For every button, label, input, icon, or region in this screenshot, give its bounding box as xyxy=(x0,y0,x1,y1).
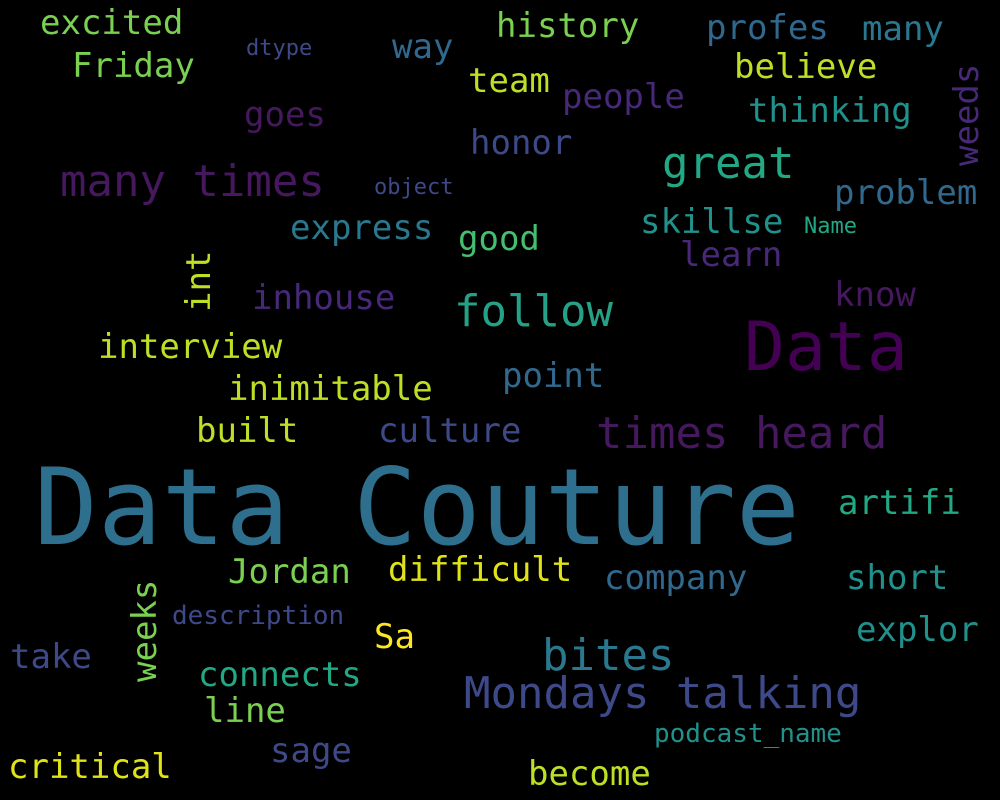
word-good: good xyxy=(458,219,540,259)
word-object: object xyxy=(374,175,454,200)
word-sage: sage xyxy=(270,731,352,771)
word-point: point xyxy=(502,356,605,396)
word-express: express xyxy=(290,208,434,248)
word-excited: excited xyxy=(40,3,184,43)
word-goes: goes xyxy=(244,95,326,135)
word-thinking: thinking xyxy=(748,91,912,131)
word-interview: interview xyxy=(98,327,283,367)
word-inhouse: inhouse xyxy=(252,278,396,318)
word-built: built xyxy=(196,411,299,451)
word-difficult: difficult xyxy=(388,550,573,590)
word-become: become xyxy=(528,754,651,794)
word-way: way xyxy=(392,27,454,67)
word-description: description xyxy=(172,601,345,631)
word-problem: problem xyxy=(834,173,978,213)
word-artifi: artifi xyxy=(838,483,961,523)
word-know: know xyxy=(834,275,916,315)
word-bites: bites xyxy=(542,630,675,681)
word-data-couture: Data Couture xyxy=(34,446,800,569)
word-people: people xyxy=(562,77,685,117)
word-history: history xyxy=(496,6,640,46)
word-data: Data xyxy=(744,308,908,387)
word-explor: explor xyxy=(856,610,979,650)
word-culture: culture xyxy=(378,411,522,451)
word-podcast-name: podcast_name xyxy=(654,719,842,749)
word-mondays-talking: Mondays talking xyxy=(464,668,862,719)
word-believe: believe xyxy=(734,47,878,87)
word-line: line xyxy=(204,691,286,731)
word-profes: profes xyxy=(706,8,829,48)
word-critical: critical xyxy=(8,747,172,787)
word-learn: learn xyxy=(680,235,783,275)
word-jordan: Jordan xyxy=(228,552,351,592)
word-short: short xyxy=(846,558,949,598)
word-inimitable: inimitable xyxy=(228,369,433,409)
word-weeks: weeks xyxy=(125,579,165,682)
word-company: company xyxy=(604,558,748,598)
word-connects: connects xyxy=(198,655,362,695)
word-honor: honor xyxy=(470,123,573,163)
word-many: many xyxy=(862,9,944,49)
word-follow: follow xyxy=(454,286,613,337)
word-sa: Sa xyxy=(374,617,415,657)
word-int: int xyxy=(179,250,219,312)
word-weeds: weeds xyxy=(947,63,987,166)
word-dtype: dtype xyxy=(246,36,313,61)
word-skillse: skillse xyxy=(640,202,784,242)
word-friday: Friday xyxy=(72,46,195,86)
word-many-times: many times xyxy=(60,156,325,207)
word-team: team xyxy=(468,61,550,101)
word-name: Name xyxy=(804,214,857,239)
word-times-heard: times heard xyxy=(596,408,888,459)
word-great: great xyxy=(662,138,795,189)
word-take: take xyxy=(10,637,92,677)
